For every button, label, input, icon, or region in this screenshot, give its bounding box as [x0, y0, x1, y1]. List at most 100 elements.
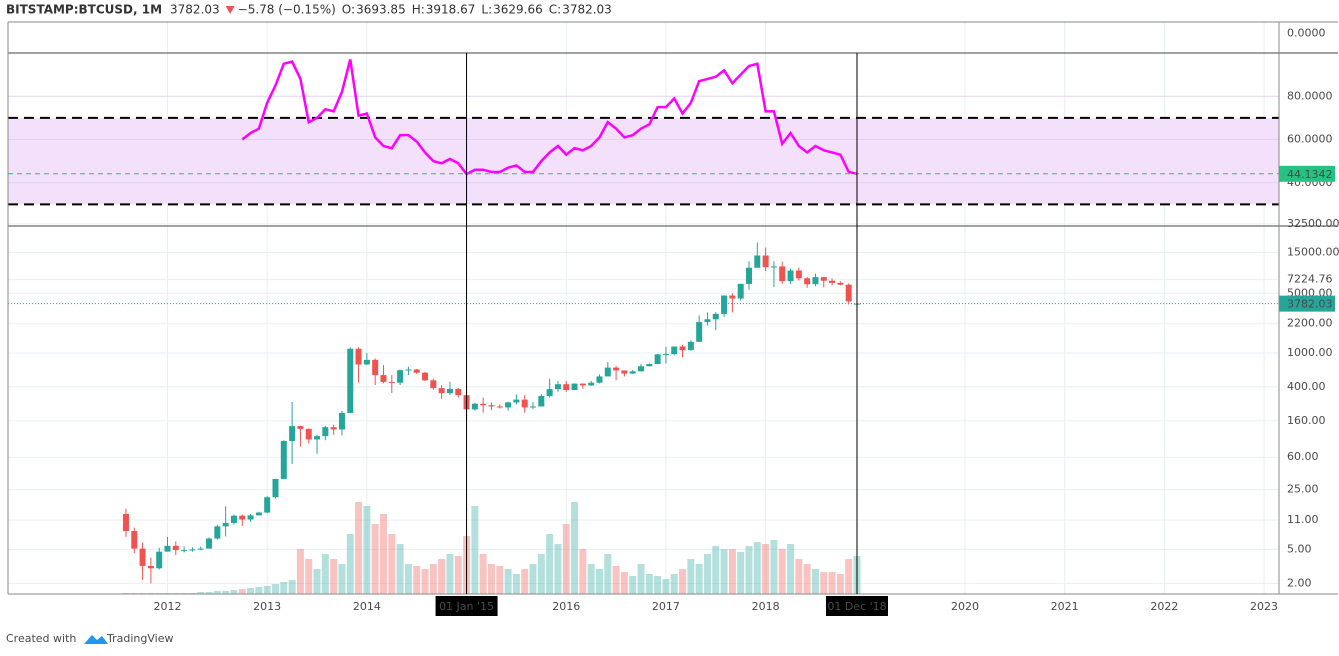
- candle-body: [297, 426, 304, 429]
- volume-bar: [388, 534, 396, 594]
- volume-bar: [255, 587, 263, 594]
- y-tick-label: 25.00: [1287, 483, 1319, 496]
- candle-body: [222, 522, 229, 527]
- candle-body: [712, 313, 719, 320]
- volume-bar: [820, 572, 828, 594]
- symbol: BITSTAMP:BTCUSD, 1M: [6, 3, 162, 17]
- candle-body: [687, 341, 694, 351]
- candle-body: [804, 278, 811, 285]
- candle-body: [596, 376, 603, 383]
- rsi-band: [8, 117, 1279, 205]
- candle-body: [280, 440, 287, 479]
- y-tick-label: 80.0000: [1287, 89, 1333, 102]
- header-l: 3629.66: [493, 3, 543, 17]
- volume-bar: [313, 569, 321, 594]
- y-tick-label: 2200.00: [1287, 317, 1333, 330]
- volume-bar: [712, 546, 720, 594]
- candle-body: [754, 255, 761, 268]
- y-tick-label: 1000.00: [1287, 346, 1333, 359]
- y-tick-label: 60.00: [1287, 450, 1319, 463]
- header-c-label: C:: [549, 3, 561, 17]
- volume-bar: [811, 569, 819, 594]
- volume-bar: [346, 534, 354, 594]
- candle-body: [829, 280, 836, 283]
- current-label: 44.1342: [1287, 168, 1333, 181]
- x-tick-label: 2020: [951, 600, 979, 613]
- header-o: 3693.85: [356, 3, 406, 17]
- y-tick-label: 2.00: [1287, 576, 1312, 589]
- candle-body: [812, 277, 819, 285]
- volume-bar: [679, 569, 687, 594]
- volume-bar: [404, 564, 412, 594]
- candle-body: [505, 402, 512, 408]
- volume-bar: [695, 564, 703, 594]
- volume-bar: [429, 564, 437, 594]
- volume-bar: [371, 524, 379, 594]
- footer-brand[interactable]: TradingView: [106, 632, 173, 645]
- volume-bar: [247, 588, 255, 594]
- candle-body: [247, 515, 254, 520]
- volume-bar: [828, 572, 836, 594]
- y-tick-label: 7224.76: [1287, 273, 1333, 286]
- volume-bar: [413, 566, 421, 594]
- volume-bar: [471, 506, 479, 594]
- volume-bar: [753, 542, 761, 594]
- candle-body: [563, 384, 570, 391]
- volume-bar: [620, 572, 628, 594]
- y-tick-label: 32500.00: [1287, 217, 1339, 230]
- volume-bar: [504, 569, 512, 594]
- x-tick-label: 2018: [752, 600, 780, 613]
- candle-body: [413, 369, 420, 373]
- y-tick-label: 15000.00: [1287, 246, 1339, 259]
- volume-bar: [321, 554, 329, 594]
- header-o-label: O:: [342, 3, 355, 17]
- volume-bar: [479, 554, 487, 594]
- candle-body: [230, 515, 237, 523]
- volume-bar: [720, 549, 728, 594]
- volume-bar: [379, 514, 387, 594]
- candle-body: [721, 295, 728, 314]
- candle-body: [206, 538, 213, 549]
- candle-body: [679, 346, 686, 351]
- tv-logo: [84, 635, 108, 644]
- x-tick-label: 2013: [253, 600, 281, 613]
- volume-bar: [787, 544, 795, 594]
- volume-bar: [454, 556, 462, 594]
- candle-body: [671, 346, 678, 355]
- volume-bar: [496, 566, 504, 594]
- volume-bar: [363, 506, 371, 594]
- current-label-bg: [1279, 165, 1335, 182]
- volume-bar: [762, 544, 770, 594]
- candle-body: [314, 436, 321, 440]
- volume-bar: [438, 559, 446, 594]
- candle-body: [638, 366, 645, 372]
- candle-body: [704, 319, 711, 323]
- volume-bar: [571, 502, 579, 594]
- candle-body: [272, 478, 279, 498]
- candle-body: [513, 399, 520, 403]
- candle-body: [363, 359, 370, 365]
- volume-bar: [263, 586, 271, 594]
- volume-bar: [271, 584, 279, 594]
- candle-body: [131, 531, 138, 549]
- header-last: 3782.03: [170, 3, 220, 17]
- candle-body: [488, 405, 495, 407]
- volume-bar: [579, 549, 587, 594]
- volume-bar: [778, 549, 786, 594]
- volume-bar: [670, 574, 678, 594]
- candle-body: [521, 399, 528, 408]
- volume-bar: [546, 534, 554, 594]
- volume-bar: [296, 549, 304, 594]
- volume-bar: [213, 591, 221, 594]
- candle-body: [579, 383, 586, 386]
- y-tick-label: 11.00: [1287, 513, 1319, 526]
- volume-bar: [687, 559, 695, 594]
- candle-body: [554, 384, 561, 390]
- volume-bar: [238, 589, 246, 594]
- candle-body: [662, 354, 669, 356]
- volume-bar: [629, 576, 637, 594]
- candle-body: [122, 513, 129, 532]
- volume-bar: [745, 546, 753, 594]
- volume-bar: [529, 564, 537, 594]
- candle-body: [255, 512, 262, 516]
